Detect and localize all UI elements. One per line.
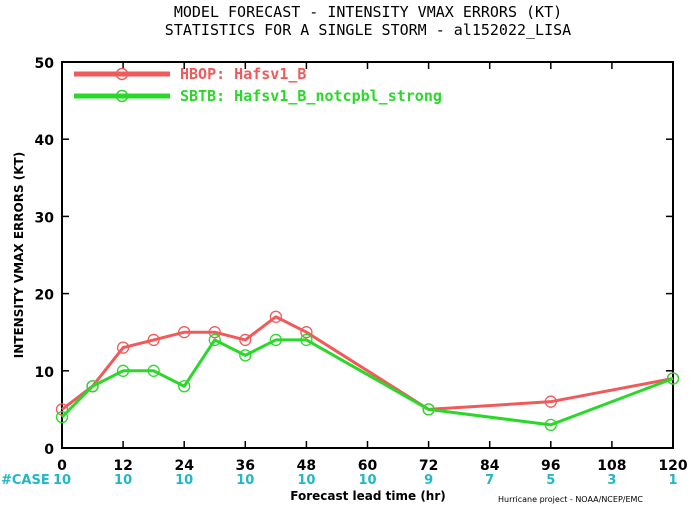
x-tick-label: 108 — [597, 458, 626, 474]
data-point — [116, 341, 130, 354]
case-count: 10 — [236, 473, 254, 488]
case-count: 10 — [297, 473, 315, 488]
x-axis-label: Forecast lead time (hr) — [290, 489, 446, 503]
data-point — [422, 403, 435, 416]
data-point — [300, 326, 313, 339]
data-point — [208, 333, 221, 347]
case-label: #CASE — [1, 473, 50, 488]
case-count: 7 — [485, 473, 494, 488]
data-point — [86, 380, 99, 393]
data-point — [239, 349, 252, 362]
case-count: 10 — [53, 473, 71, 488]
x-tick-label: 120 — [658, 458, 687, 474]
legend-marker-hbop — [115, 67, 129, 81]
legend: HBOP: Hafsv1_B SBTB: Hafsv1_B_notcpbl_st… — [74, 65, 442, 105]
data-point — [147, 364, 160, 377]
case-count: 5 — [546, 473, 555, 488]
case-count: 10 — [175, 473, 193, 488]
data-point — [55, 410, 69, 424]
data-point — [178, 326, 191, 339]
x-tick-label: 0 — [57, 458, 67, 474]
data-point — [239, 333, 252, 347]
y-tick-label: 0 — [44, 442, 54, 458]
x-tick-label: 84 — [480, 458, 500, 474]
y-tick-label: 50 — [35, 56, 55, 72]
x-tick-label: 96 — [541, 458, 560, 474]
case-count: 3 — [607, 473, 616, 488]
legend-marker-sbtb — [115, 89, 129, 103]
y-tick-label: 20 — [35, 288, 55, 304]
x-tick-label: 36 — [236, 458, 255, 474]
data-point — [178, 380, 191, 393]
series-line-0 — [61, 315, 674, 411]
series-line-1 — [60, 338, 674, 427]
case-count: 1 — [668, 473, 677, 488]
y-axis-label: INTENSITY VMAX ERRORS (KT) — [12, 152, 26, 358]
data-point — [269, 310, 283, 323]
x-tick-label: 24 — [174, 458, 194, 474]
x-tick-label: 72 — [419, 458, 438, 474]
x-tick-label: 12 — [113, 458, 132, 474]
data-point — [544, 395, 557, 408]
data-point — [300, 333, 313, 347]
x-tick-label: 48 — [297, 458, 316, 474]
x-tick-label: 60 — [358, 458, 378, 474]
data-point — [147, 333, 160, 347]
case-count: 9 — [424, 473, 433, 488]
data-point — [666, 372, 680, 385]
case-count: 10 — [114, 473, 132, 488]
case-count: 10 — [358, 473, 376, 488]
credit-text: Hurricane project - NOAA/NCEP/EMC — [498, 495, 643, 504]
plot-area — [61, 61, 674, 449]
legend-label-hbop: HBOP: Hafsv1_B — [180, 65, 306, 83]
chart-title: MODEL FORECAST - INTENSITY VMAX ERRORS (… — [174, 3, 562, 21]
data-point — [208, 326, 221, 339]
y-tick-label: 40 — [35, 133, 55, 149]
data-point — [269, 333, 283, 347]
y-tick-label: 10 — [35, 365, 55, 381]
data-point — [544, 418, 557, 431]
data-point — [55, 403, 69, 416]
legend-label-sbtb: SBTB: Hafsv1_B_notcpbl_strong — [180, 87, 442, 105]
y-tick-label: 30 — [35, 210, 55, 226]
chart-subtitle: STATISTICS FOR A SINGLE STORM - al152022… — [165, 21, 571, 39]
data-point — [116, 364, 130, 377]
